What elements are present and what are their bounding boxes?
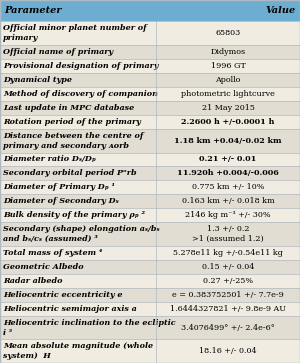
- Text: 2146 kg m⁻³ +/- 30%: 2146 kg m⁻³ +/- 30%: [185, 211, 271, 219]
- Bar: [0, 21, 300, 45]
- Text: Mean absolute magnitude (whole
system)  H: Mean absolute magnitude (whole system) H: [3, 342, 153, 360]
- Text: 1.6444327821 +/- 9.8e-9 AU: 1.6444327821 +/- 9.8e-9 AU: [170, 305, 286, 313]
- Bar: [0, 222, 300, 246]
- Text: 21 May 2015: 21 May 2015: [202, 104, 254, 112]
- Bar: [0, 316, 300, 339]
- Text: 0.15 +/- 0.04: 0.15 +/- 0.04: [202, 263, 254, 271]
- Bar: [0, 73, 300, 87]
- Text: Heliocentric inclination to the ecliptic
i ⁵: Heliocentric inclination to the ecliptic…: [3, 318, 176, 337]
- Bar: [0, 339, 300, 363]
- Text: Didymos: Didymos: [210, 48, 246, 56]
- Bar: [0, 115, 300, 129]
- Text: Value: Value: [266, 6, 296, 15]
- Text: Provisional designation of primary: Provisional designation of primary: [3, 62, 158, 70]
- Text: Diameter of Secondary Dₛ: Diameter of Secondary Dₛ: [3, 197, 119, 205]
- Text: Heliocentric semimajor axis a: Heliocentric semimajor axis a: [3, 305, 137, 313]
- Text: 0.27 +/-25%: 0.27 +/-25%: [203, 277, 253, 285]
- Bar: [0, 288, 300, 302]
- Text: 0.163 km +/- 0.018 km: 0.163 km +/- 0.018 km: [182, 197, 274, 205]
- Bar: [0, 0, 300, 21]
- Bar: [0, 45, 300, 59]
- Text: Official name of primary: Official name of primary: [3, 48, 113, 56]
- Text: Distance between the centre of
primary and secondary ᴀorb: Distance between the centre of primary a…: [3, 132, 143, 150]
- Bar: [0, 208, 300, 222]
- Text: Radar albedo: Radar albedo: [3, 277, 62, 285]
- Text: e = 0.383752501 +/- 7.7e-9: e = 0.383752501 +/- 7.7e-9: [172, 291, 284, 299]
- Bar: [0, 246, 300, 260]
- Text: Dynamical type: Dynamical type: [3, 76, 72, 84]
- Text: Method of discovery of companion: Method of discovery of companion: [3, 90, 158, 98]
- Text: Secondary (shape) elongation aₛ/bₛ
and bₛ/cₛ (assumed) ³: Secondary (shape) elongation aₛ/bₛ and b…: [3, 225, 160, 243]
- Bar: [0, 302, 300, 316]
- Text: 65803: 65803: [215, 29, 241, 37]
- Text: Heliocentric eccentricity e: Heliocentric eccentricity e: [3, 291, 122, 299]
- Text: 0.775 km +/- 10%: 0.775 km +/- 10%: [192, 183, 264, 191]
- Text: Official minor planet number of
primary: Official minor planet number of primary: [3, 24, 147, 42]
- Text: 3.4076499° +/- 2.4e-6°: 3.4076499° +/- 2.4e-6°: [181, 323, 275, 331]
- Text: photometric lightcurve: photometric lightcurve: [181, 90, 275, 98]
- Text: Total mass of system ⁴: Total mass of system ⁴: [3, 249, 102, 257]
- Bar: [0, 152, 300, 167]
- Bar: [0, 101, 300, 115]
- Text: Parameter: Parameter: [4, 6, 61, 15]
- Text: Rotation period of the primary: Rotation period of the primary: [3, 118, 141, 126]
- Bar: [0, 180, 300, 195]
- Bar: [0, 260, 300, 274]
- Text: 18.16 +/- 0.04: 18.16 +/- 0.04: [199, 347, 257, 355]
- Text: 1996 GT: 1996 GT: [211, 62, 245, 70]
- Text: 11.920h +0.004/-0.006: 11.920h +0.004/-0.006: [177, 170, 279, 178]
- Text: 1.3 +/- 0.2
>1 (assumed 1.2): 1.3 +/- 0.2 >1 (assumed 1.2): [192, 225, 264, 243]
- Bar: [0, 129, 300, 152]
- Bar: [0, 274, 300, 288]
- Text: Apollo: Apollo: [215, 76, 241, 84]
- Text: 1.18 km +0.04/-0.02 km: 1.18 km +0.04/-0.02 km: [174, 137, 282, 145]
- Bar: [0, 167, 300, 180]
- Text: Geometric Albedo: Geometric Albedo: [3, 263, 84, 271]
- Bar: [0, 195, 300, 208]
- Text: 5.278e11 kg +/-0.54e11 kg: 5.278e11 kg +/-0.54e11 kg: [173, 249, 283, 257]
- Text: Secondary orbital period Pᵒrb: Secondary orbital period Pᵒrb: [3, 170, 136, 178]
- Bar: [0, 87, 300, 101]
- Bar: [0, 59, 300, 73]
- Text: 0.21 +/- 0.01: 0.21 +/- 0.01: [199, 155, 257, 163]
- Text: Diameter ratio Dₛ/Dₚ: Diameter ratio Dₛ/Dₚ: [3, 155, 96, 163]
- Text: 2.2600 h +/-0.0001 h: 2.2600 h +/-0.0001 h: [181, 118, 275, 126]
- Text: Last update in MPC database: Last update in MPC database: [3, 104, 134, 112]
- Text: Bulk density of the primary ρₚ ²: Bulk density of the primary ρₚ ²: [3, 211, 145, 219]
- Text: Diameter of Primary Dₚ ¹: Diameter of Primary Dₚ ¹: [3, 183, 115, 191]
